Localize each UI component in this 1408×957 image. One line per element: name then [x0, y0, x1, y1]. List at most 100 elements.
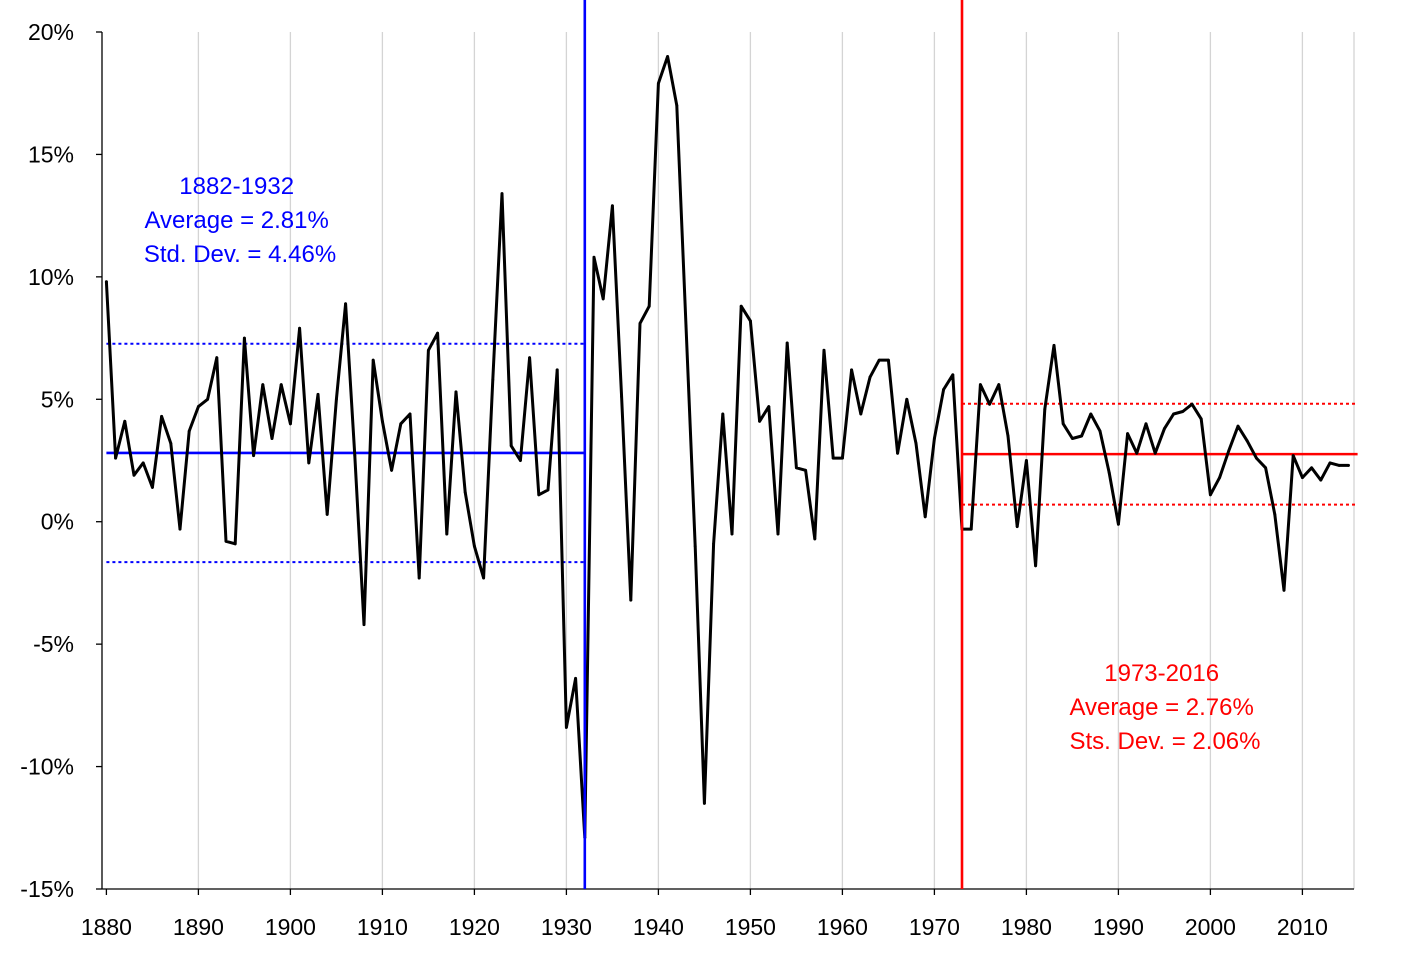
- data-point-1954: [785, 341, 789, 345]
- data-point-1949: [739, 304, 743, 308]
- y-tick-label-6: -10%: [20, 754, 74, 780]
- data-point-1937: [629, 598, 633, 602]
- x-tick-label-1900: 1900: [265, 914, 316, 940]
- data-point-1886: [160, 415, 164, 418]
- data-point-1881: [114, 456, 117, 460]
- data-point-1974: [969, 527, 973, 531]
- x-tick-label-1890: 1890: [173, 914, 224, 940]
- data-point-2001: [1218, 476, 1221, 479]
- data-point-1910: [381, 419, 384, 423]
- data-point-1969: [923, 515, 927, 519]
- data-point-1988: [1098, 429, 1102, 433]
- data-point-1903: [316, 393, 320, 396]
- data-point-1891: [206, 397, 210, 401]
- x-tick-label-1880: 1880: [81, 914, 132, 940]
- data-point-1893: [224, 539, 228, 543]
- y-tick-label-1: 15%: [28, 141, 74, 167]
- annotation-blue-period: 1882-1932: [179, 173, 294, 200]
- data-point-1930: [565, 726, 568, 729]
- data-point-1939: [647, 304, 651, 308]
- data-point-1933: [592, 255, 596, 259]
- data-point-1985: [1071, 437, 1074, 440]
- data-point-1960: [841, 456, 844, 460]
- y-tick-label-0: 20%: [28, 19, 74, 45]
- data-point-1900: [289, 422, 292, 426]
- annotation-blue-std-dev: Std. Dev. = 4.46%: [144, 241, 336, 268]
- data-point-1897: [261, 383, 265, 386]
- data-point-1931: [574, 677, 577, 680]
- y-tick-label-5: -5%: [33, 631, 74, 657]
- data-point-1952: [767, 405, 771, 408]
- data-point-1923: [500, 192, 504, 196]
- data-point-2013: [1328, 461, 1332, 465]
- data-point-1914: [417, 576, 421, 580]
- data-point-1990: [1117, 522, 1120, 526]
- data-point-1968: [914, 442, 918, 445]
- data-point-2005: [1255, 456, 1258, 460]
- data-point-1987: [1089, 412, 1093, 416]
- data-point-1925: [519, 459, 522, 462]
- data-point-1965: [887, 358, 890, 362]
- data-point-1902: [307, 461, 311, 465]
- data-point-1904: [325, 513, 329, 516]
- series-line-0: [104, 55, 1350, 840]
- x-tick-labels: 1880 1890 1900 1910 1920 1930 1940 1950 1960 1970…: [81, 889, 1328, 940]
- data-point-1977: [997, 383, 1001, 386]
- data-point-1927: [537, 493, 541, 497]
- data-point-1936: [620, 395, 623, 399]
- data-point-1943: [684, 324, 688, 328]
- data-point-1934: [601, 297, 605, 301]
- annotation-red-average: Average = 2.76%: [1069, 694, 1253, 721]
- data-point-1950: [749, 319, 752, 323]
- data-point-1906: [344, 302, 347, 306]
- data-point-2000: [1209, 493, 1212, 497]
- data-point-1992: [1135, 451, 1139, 455]
- data-point-1958: [822, 348, 826, 352]
- data-point-1912: [399, 422, 403, 426]
- data-point-1956: [804, 468, 807, 472]
- annotation-blue-average: Average = 2.81%: [144, 207, 328, 234]
- data-point-1921: [482, 576, 485, 580]
- x-tick-label-1930: 1930: [541, 914, 592, 940]
- data-point-1928: [546, 488, 550, 492]
- data-point-1887: [169, 442, 173, 445]
- x-tick-label-1980: 1980: [1001, 914, 1052, 940]
- data-point-1895: [243, 336, 246, 340]
- data-point-1945: [703, 801, 706, 805]
- data-point-1999: [1199, 417, 1203, 421]
- data-point-1998: [1190, 402, 1194, 406]
- x-tick-label-1950: 1950: [725, 914, 776, 940]
- data-point-1892: [215, 356, 219, 360]
- data-point-1884: [141, 461, 145, 465]
- data-point-1924: [509, 444, 513, 448]
- data-point-1981: [1034, 564, 1037, 568]
- data-point-2010: [1301, 476, 1304, 479]
- data-point-1911: [390, 468, 393, 472]
- data-point-1922: [491, 378, 495, 382]
- data-point-1917: [445, 532, 449, 536]
- data-point-2015: [1347, 464, 1350, 467]
- data-point-1972: [951, 373, 955, 377]
- data-point-1880: [105, 280, 108, 284]
- x-tick-label-1910: 1910: [357, 914, 408, 940]
- data-point-1915: [427, 348, 430, 352]
- x-tick-label-1990: 1990: [1093, 914, 1144, 940]
- data-point-1991: [1126, 432, 1129, 435]
- data-point-1955: [795, 466, 798, 470]
- axes: [101, 32, 1354, 890]
- y-tick-label-4: 0%: [41, 509, 74, 535]
- data-point-1947: [721, 412, 725, 416]
- data-point-1885: [151, 486, 154, 489]
- y-tick-label-7: -15%: [20, 876, 74, 902]
- data-point-1993: [1144, 422, 1148, 426]
- data-point-1888: [178, 527, 182, 531]
- data-point-1940: [657, 82, 660, 85]
- x-tick-label-2010: 2010: [1277, 914, 1328, 940]
- data-point-1948: [730, 532, 734, 536]
- data-point-1944: [693, 544, 697, 548]
- data-point-1882: [123, 419, 127, 423]
- data-point-1967: [905, 397, 909, 401]
- data-point-1901: [298, 326, 301, 330]
- data-point-1978: [1006, 434, 1010, 438]
- data-point-1975: [979, 383, 982, 386]
